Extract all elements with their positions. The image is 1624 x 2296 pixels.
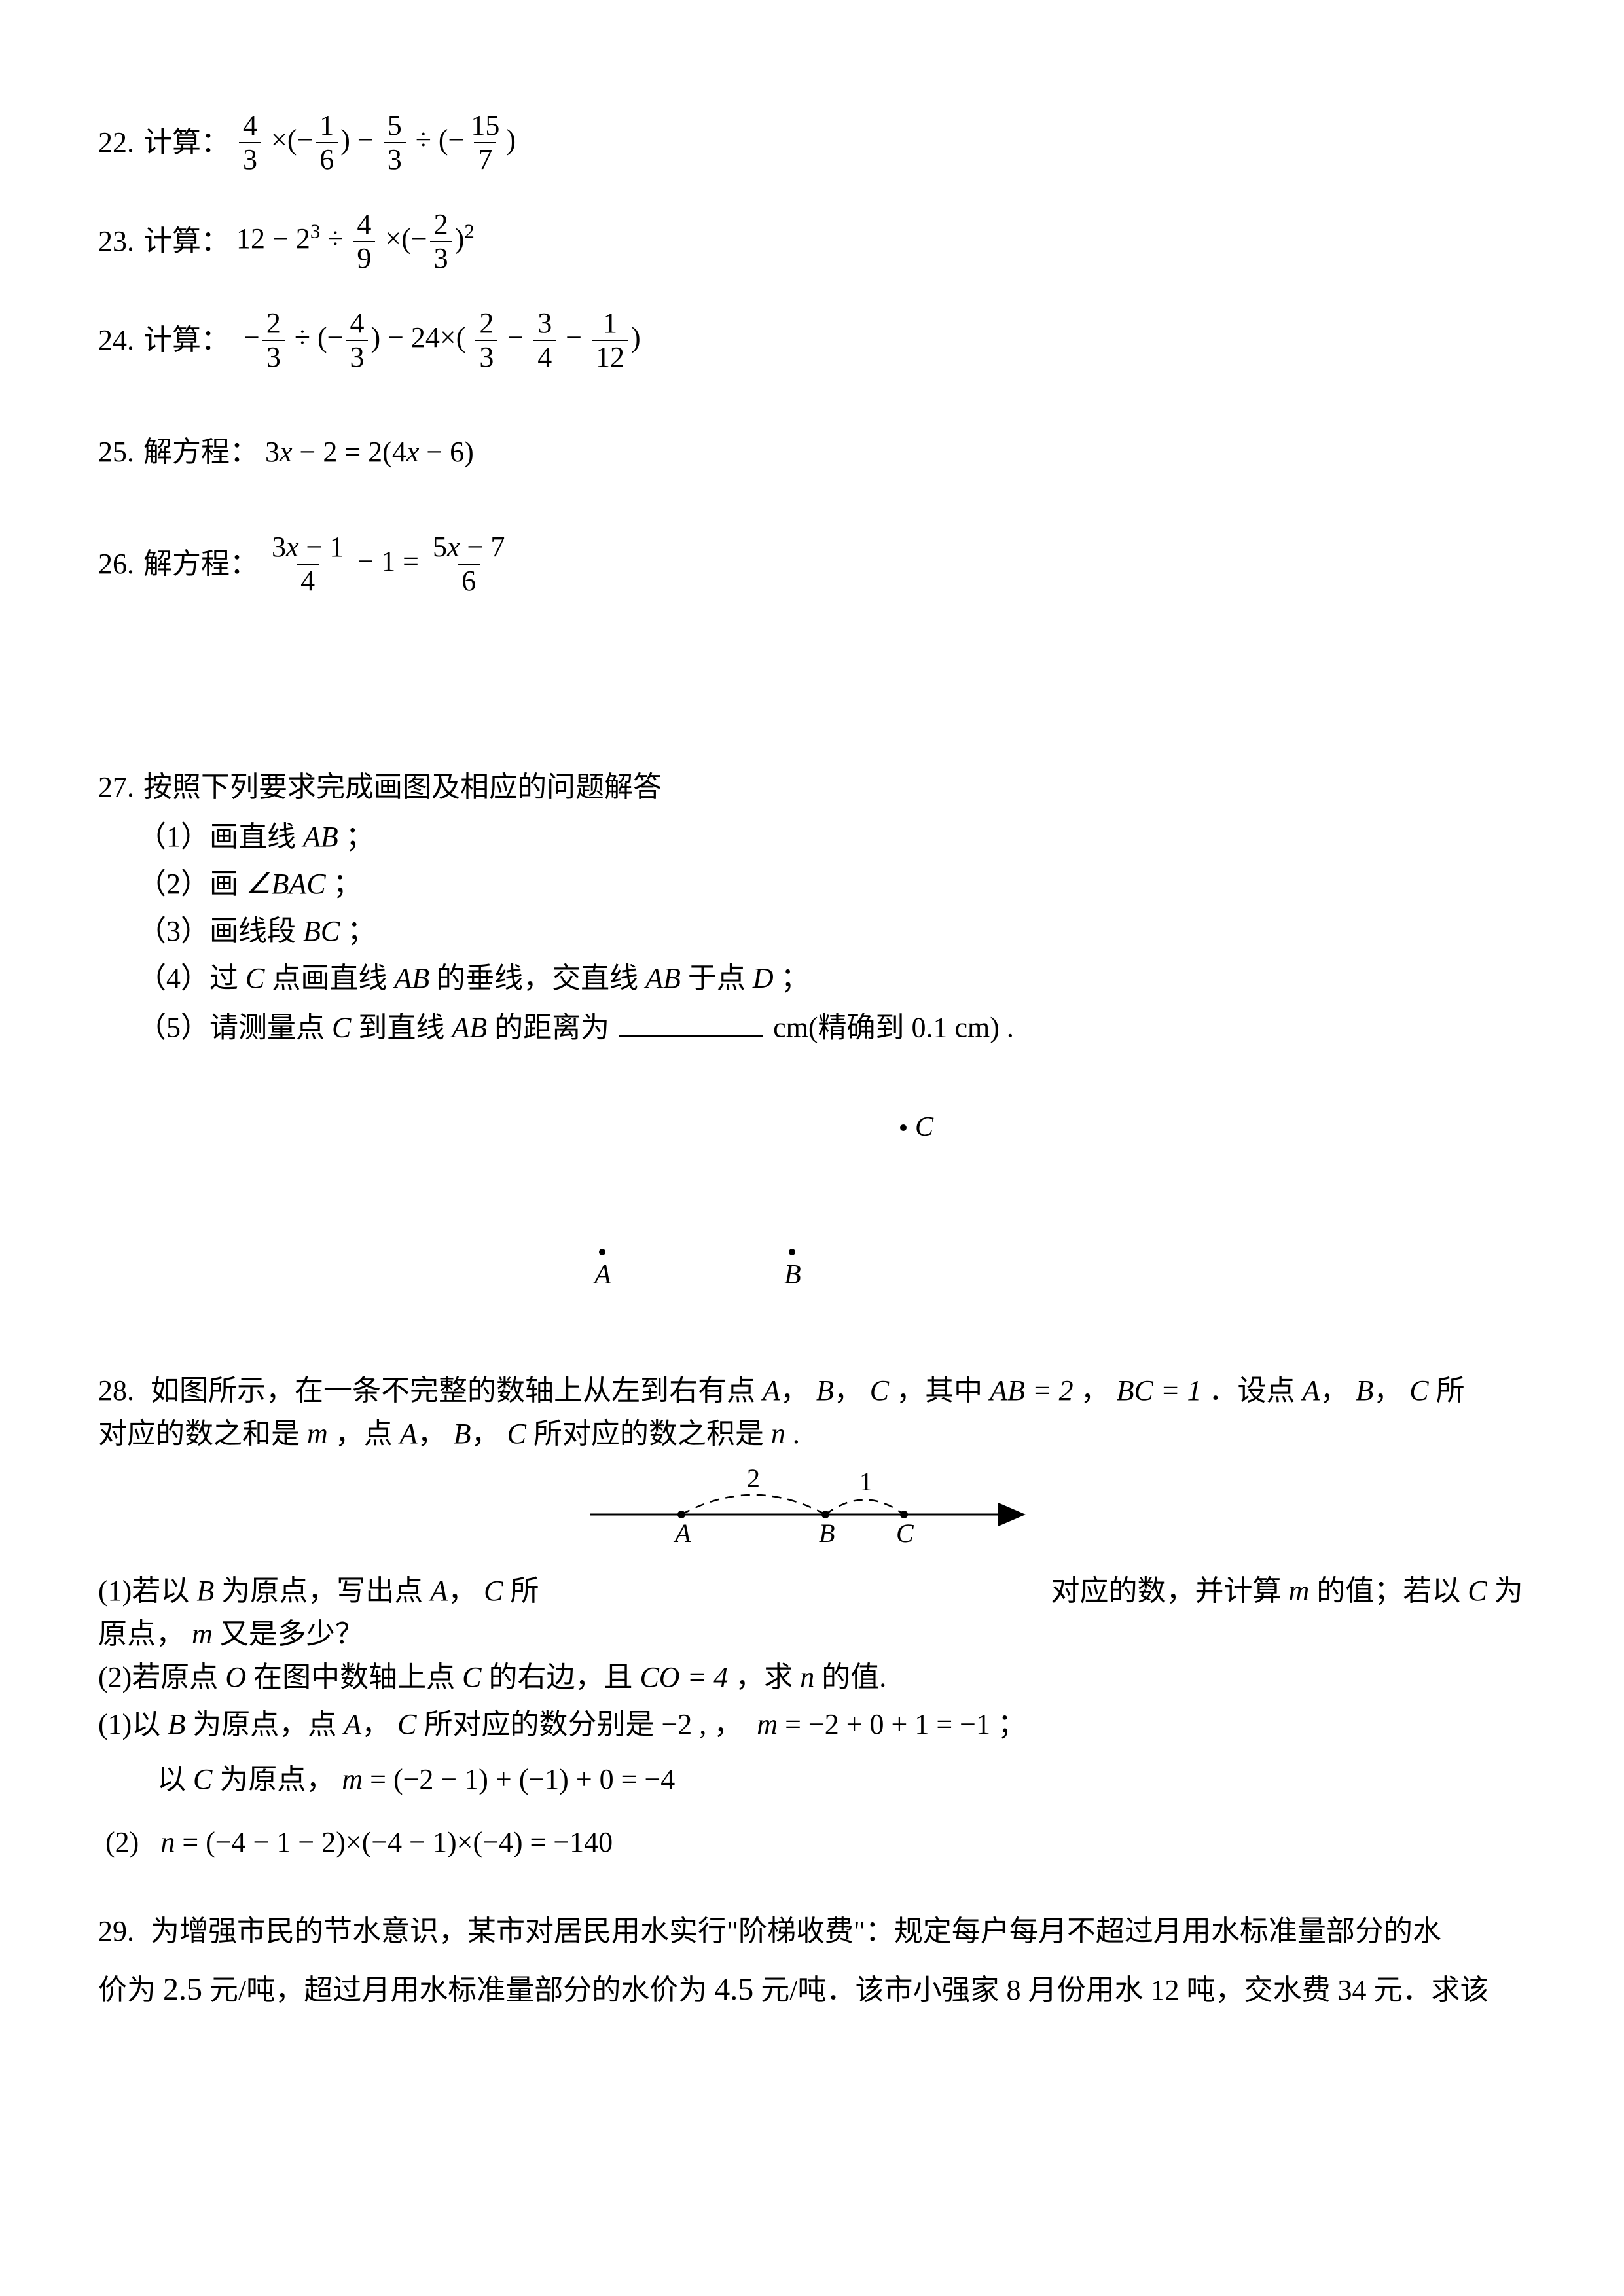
problem-number: 29. xyxy=(98,1915,134,1947)
problem-23: 23. 计算： 12 − 23 ÷ 49 ×(−23)2 xyxy=(98,210,1526,273)
problem-22: 22. 计算： 43 ×(−16) − 53 ÷ (−157) xyxy=(98,111,1526,174)
expr: 3x − 2 = 2(4x − 6) xyxy=(265,431,474,474)
problem-25: 25. 解方程： 3x − 2 = 2(4x − 6) xyxy=(98,431,1526,474)
sub-item-1: （1）画直线 AB ； xyxy=(137,816,1526,859)
rate-2: 4.5 xyxy=(714,1972,753,2007)
problem-label: 解方程： xyxy=(143,543,259,586)
rate-1: 2.5 xyxy=(163,1972,202,2007)
svg-text:B: B xyxy=(819,1518,835,1548)
problem-label: 计算： xyxy=(143,319,230,362)
sub-item-2: （2）画 ∠BAC ； xyxy=(137,863,1526,906)
diagram-points-abc: C A B xyxy=(98,1108,1526,1304)
diagram-number-line: 2 1 A B C xyxy=(550,1469,1074,1566)
problem-number: 24. xyxy=(98,319,134,362)
svg-text:1: 1 xyxy=(859,1469,873,1496)
svg-text:A: A xyxy=(673,1518,691,1548)
expr: 43 ×(−16) − 53 ÷ (−157) xyxy=(236,111,516,174)
expr: 12 − 23 ÷ 49 ×(−23)2 xyxy=(236,210,475,273)
answer-2: (2) n = (−4 − 1 − 2)×(−4 − 1)×(−4) = −14… xyxy=(98,1821,1526,1864)
label-B: B xyxy=(784,1260,801,1290)
label-A: A xyxy=(592,1260,611,1290)
expr: −23 ÷ (−43) − 24×( 23 − 34 − 112) xyxy=(236,309,641,372)
question-2: (2)若原点 O 在图中数轴上点 C 的右边，且 CO = 4 ，求 n 的值. xyxy=(98,1656,1526,1699)
problem-number: 27. xyxy=(98,766,134,809)
page: 22. 计算： 43 ×(−16) − 53 ÷ (−157) 23. 计算： … xyxy=(0,0,1624,2296)
sub-item-5: （5）请测量点 C 到直线 AB 的距离为 cm(精确到 0.1 cm) . xyxy=(137,1004,1526,1049)
problem-29: 29. 为增强市民的节水意识，某市对居民用水实行"阶梯收费"：规定每户每月不超过… xyxy=(98,1910,1526,2013)
expr: 3x − 14 − 1 = 5x − 76 xyxy=(265,533,511,596)
problem-number: 26. xyxy=(98,543,134,586)
sub-items: （1）画直线 AB ； （2）画 ∠BAC ； （3）画线段 BC ； （4）过… xyxy=(137,816,1526,1049)
problem-stem: 按照下列要求完成画图及相应的问题解答 xyxy=(143,766,662,809)
problem-label: 解方程： xyxy=(143,431,259,474)
problem-number: 22. xyxy=(98,121,134,164)
problem-label: 计算： xyxy=(143,220,230,263)
problem-26: 26. 解方程： 3x − 14 − 1 = 5x − 76 xyxy=(98,533,1526,596)
label-C: C xyxy=(915,1112,934,1142)
problem-number: 25. xyxy=(98,431,134,474)
problem-27: 27. 按照下列要求完成画图及相应的问题解答 （1）画直线 AB ； （2）画 … xyxy=(98,766,1526,1304)
answer-blank[interactable] xyxy=(619,1004,763,1037)
answer-1: (1)以 B 为原点，点 A， C 所对应的数分别是 −2 , ， m = −2… xyxy=(98,1703,1526,1746)
sub-item-4: （4）过 C 点画直线 AB 的垂线，交直线 AB 于点 D ； xyxy=(137,957,1526,1000)
question-1: (1)若以 B 为原点，写出点 A， C 所 对应的数，并计算 m 的值；若以 … xyxy=(98,1570,1526,1656)
problem-label: 计算： xyxy=(143,121,230,164)
problem-28: 28. 如图所示，在一条不完整的数轴上从左到右有点 A， B， C ，其中 AB… xyxy=(98,1369,1526,1864)
sub-item-3: （3）画线段 BC ； xyxy=(137,910,1526,953)
problem-stem: 28. 如图所示，在一条不完整的数轴上从左到右有点 A， B， C ，其中 AB… xyxy=(98,1369,1526,1456)
svg-text:C: C xyxy=(896,1518,914,1548)
answer-1-line2: 以 C 为原点， m = (−2 − 1) + (−1) + 0 = −4 xyxy=(157,1758,1526,1801)
problem-24: 24. 计算： −23 ÷ (−43) − 24×( 23 − 34 − 112… xyxy=(98,309,1526,372)
problem-number: 23. xyxy=(98,220,134,263)
stem-line1: 为增强市民的节水意识，某市对居民用水实行"阶梯收费"：规定每户每月不超过月用水标… xyxy=(151,1915,1441,1947)
svg-text:2: 2 xyxy=(747,1469,760,1493)
